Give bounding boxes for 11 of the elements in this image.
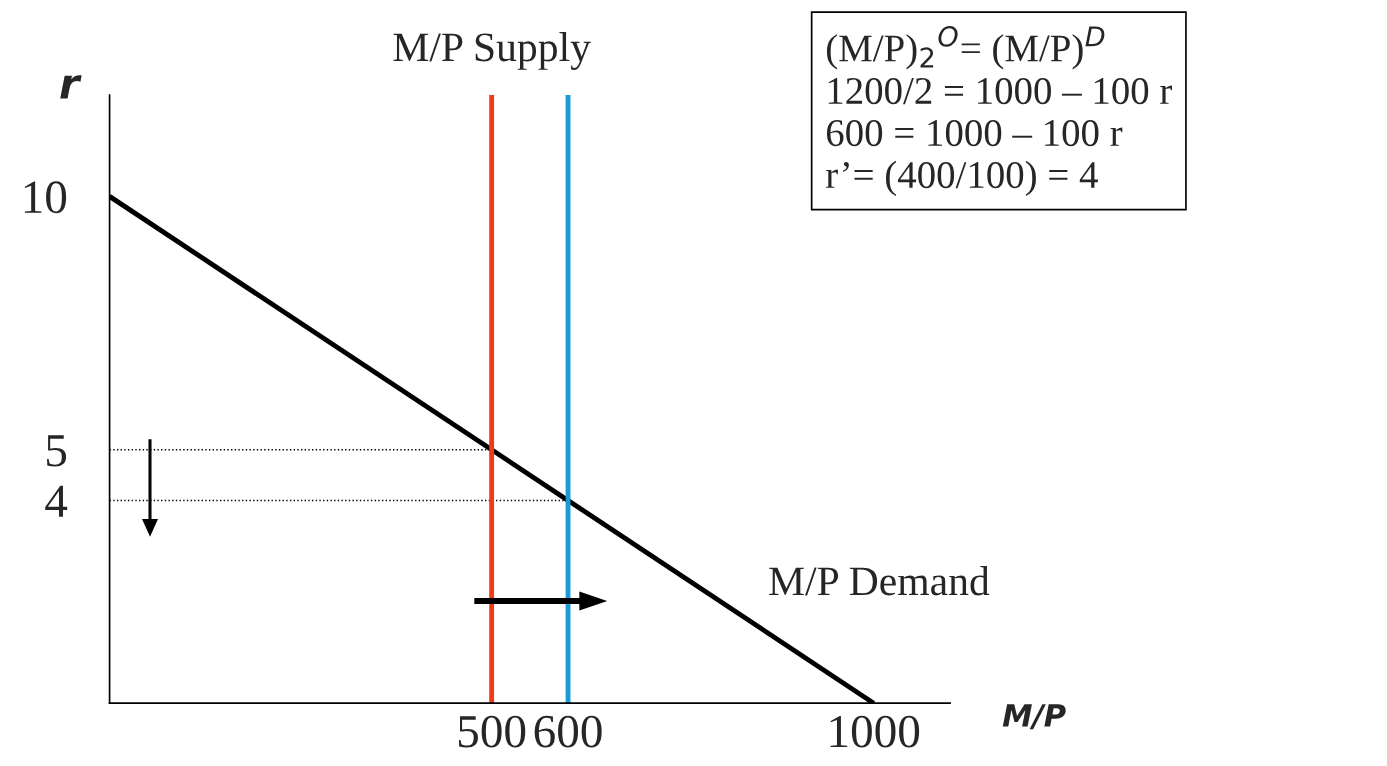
y-tick-label: 10 [24, 181, 67, 214]
x-tick-label: 500 [458, 715, 526, 748]
annotation: M/P Demand [769, 566, 990, 596]
x-axis-title: M/P [1002, 704, 1066, 730]
x-tick-label: 600 [534, 715, 602, 748]
ref-line-label: M/P Supply [393, 32, 591, 70]
y-axis-title: r [60, 75, 82, 99]
x-tick-label: 1000 [830, 715, 920, 748]
y-tick-label: 5 [47, 435, 67, 467]
y-tick-label: 4 [45, 485, 68, 517]
annotation: (M/P)$_{2}$$^{O}$= (M/P)$^{D}$ 1200/2 = 1000 – 100 r 600 = 1000 – 100 r r’= (400/100) = 4 [826, 26, 1172, 197]
